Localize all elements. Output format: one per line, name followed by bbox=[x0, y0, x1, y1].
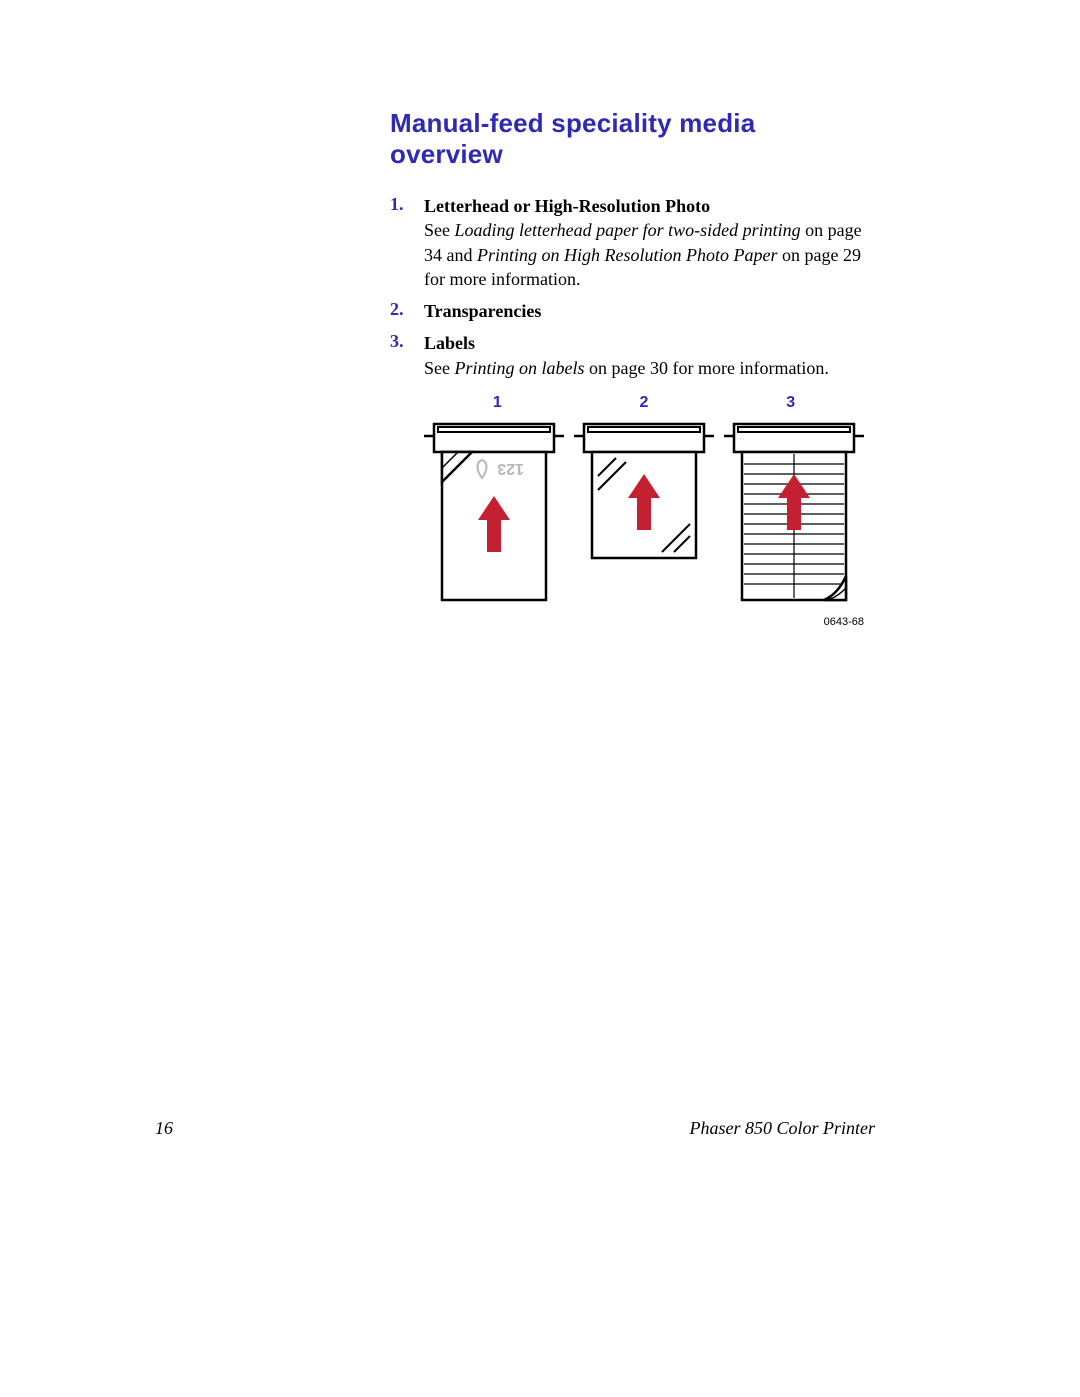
book-title: Phaser 850 Color Printer bbox=[689, 1118, 875, 1139]
cross-reference[interactable]: Printing on High Resolution Photo Paper bbox=[477, 245, 777, 265]
item-heading: Transparencies bbox=[424, 301, 541, 321]
media-feed-diagram: 123 bbox=[424, 418, 864, 628]
document-page: Manual-feed speciality media overview 1.… bbox=[0, 0, 1080, 1397]
page-number: 16 bbox=[155, 1118, 173, 1139]
item-body: Labels See Printing on labels on page 30… bbox=[424, 331, 870, 380]
figure-container: 1 2 3 bbox=[424, 394, 870, 628]
item-body: Letterhead or High-Resolution Photo See … bbox=[424, 194, 870, 291]
page-footer: 16 Phaser 850 Color Printer bbox=[155, 1118, 875, 1139]
item-text: on page 30 for more information. bbox=[585, 358, 829, 378]
item-number: 2. bbox=[390, 299, 424, 323]
section-title: Manual-feed speciality media overview bbox=[390, 108, 870, 170]
item-text: See bbox=[424, 358, 455, 378]
cross-reference[interactable]: Printing on labels bbox=[455, 358, 585, 378]
list-item-2: 2. Transparencies bbox=[390, 299, 870, 323]
list-item-3: 3. Labels See Printing on labels on page… bbox=[390, 331, 870, 380]
item-text: See bbox=[424, 220, 455, 240]
list-item-1: 1. Letterhead or High-Resolution Photo S… bbox=[390, 194, 870, 291]
figure-num-1: 1 bbox=[493, 394, 502, 412]
item-heading: Labels bbox=[424, 333, 475, 353]
figure-number-row: 1 2 3 bbox=[424, 394, 864, 412]
svg-text:123: 123 bbox=[497, 460, 524, 477]
figure-num-2: 2 bbox=[640, 394, 649, 412]
figure-code: 0643-68 bbox=[824, 616, 864, 628]
numbered-list: 1. Letterhead or High-Resolution Photo S… bbox=[390, 194, 870, 380]
item-number: 3. bbox=[390, 331, 424, 380]
item-number: 1. bbox=[390, 194, 424, 291]
content-area: Manual-feed speciality media overview 1.… bbox=[390, 108, 870, 628]
cross-reference[interactable]: Loading letterhead paper for two-sided p… bbox=[455, 220, 801, 240]
item-heading: Letterhead or High-Resolution Photo bbox=[424, 196, 710, 216]
figure-num-3: 3 bbox=[786, 394, 795, 412]
item-body: Transparencies bbox=[424, 299, 870, 323]
